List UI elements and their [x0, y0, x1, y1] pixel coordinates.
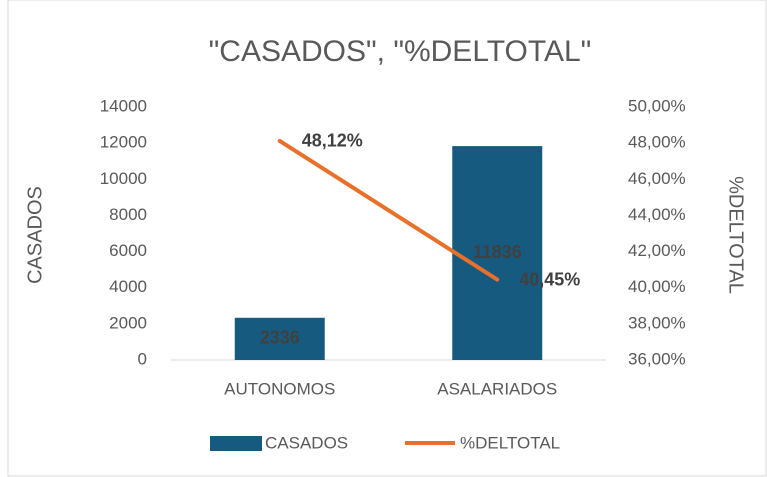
data-label: 40,45% — [519, 269, 580, 289]
y-tick-label: 10000 — [100, 169, 147, 188]
y-tick-label: 2000 — [109, 313, 147, 332]
y2-tick-label: 40,00% — [628, 277, 686, 296]
data-label: 48,12% — [302, 131, 363, 151]
y2-tick-label: 46,00% — [628, 169, 686, 188]
y2-tick-label: 48,00% — [628, 133, 686, 152]
legend-label: CASADOS — [265, 433, 348, 452]
chart-border — [7, 0, 767, 477]
y2-tick-label: 36,00% — [628, 349, 686, 368]
y2-tick-label: 50,00% — [628, 96, 686, 115]
y-tick-label: 4000 — [109, 277, 147, 296]
x-tick-label: AUTONOMOS — [224, 379, 335, 398]
y2-tick-label: 42,00% — [628, 241, 686, 260]
y2-tick-label: 38,00% — [628, 313, 686, 332]
y-tick-label: 12000 — [100, 133, 147, 152]
bar — [452, 146, 543, 360]
y-tick-label: 0 — [138, 349, 147, 368]
y2-tick-label: 44,00% — [628, 205, 686, 224]
y-tick-label: 8000 — [109, 205, 147, 224]
y2-axis-title: %DELTOTAL — [725, 176, 747, 294]
legend-swatch — [210, 436, 262, 451]
data-label: 11836 — [473, 242, 522, 262]
legend-label: %DELTOTAL — [460, 433, 560, 452]
y-tick-label: 6000 — [109, 241, 147, 260]
y-tick-label: 14000 — [100, 96, 147, 115]
y-axis-title: CASADOS — [24, 186, 46, 284]
bar — [234, 317, 325, 360]
x-tick-label: ASALARIADOS — [437, 379, 557, 398]
data-label: 2336 — [260, 328, 300, 348]
line — [277, 138, 500, 282]
chart-title: "CASADOS", "%DELTOTAL" — [209, 35, 592, 68]
